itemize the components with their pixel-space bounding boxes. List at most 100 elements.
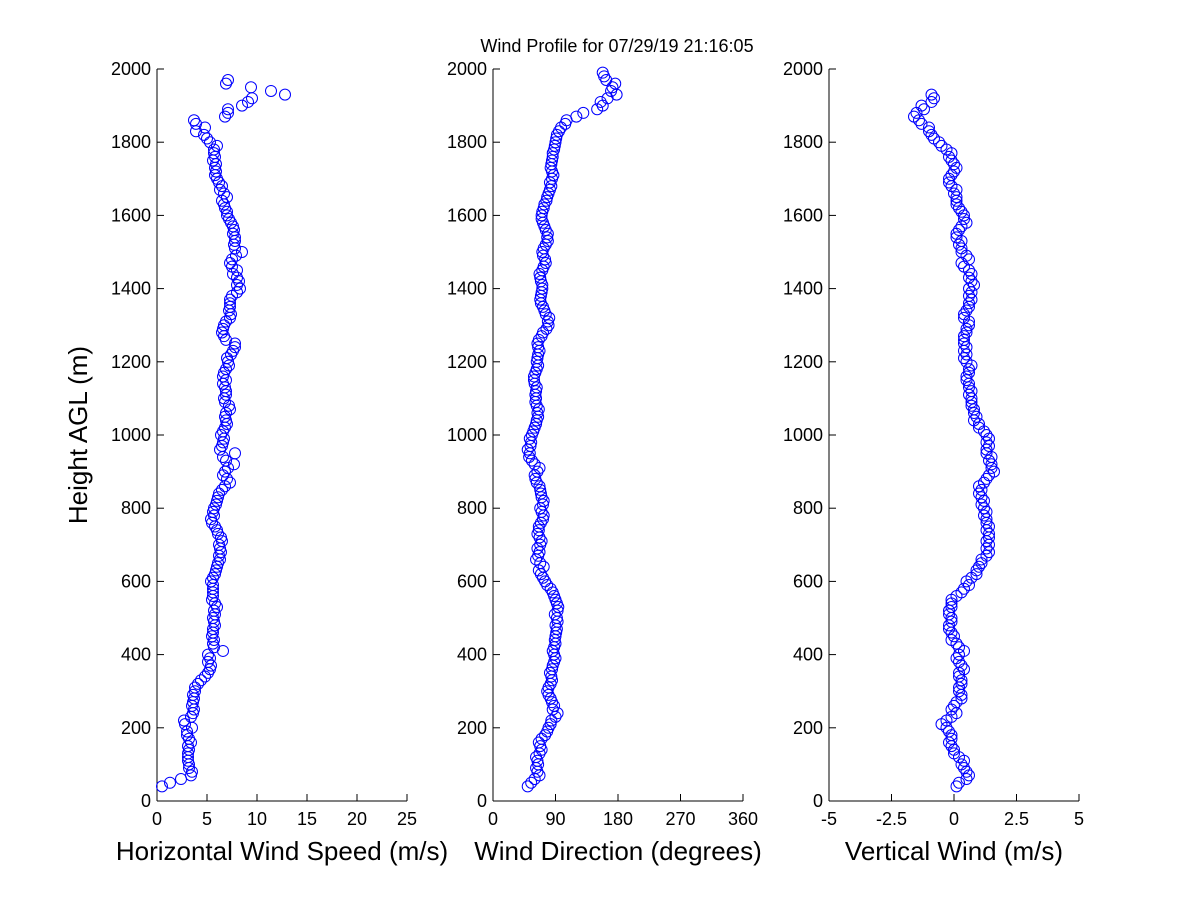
vertical-data-point [980, 436, 993, 449]
vertical-data-point [915, 117, 928, 130]
vertical-data-point [968, 403, 980, 416]
vertical-y-tick-label: 1400 [783, 279, 823, 299]
speed-y-tick-label: 1200 [111, 352, 151, 372]
speed-data-point [205, 513, 217, 526]
vertical-data-point [965, 293, 978, 306]
direction-data-point [549, 136, 562, 149]
direction-y-tick-label: 2000 [447, 59, 487, 79]
vertical-data-point [953, 202, 965, 215]
direction-data-point [533, 267, 546, 280]
vertical-data-point [963, 579, 975, 592]
vertical-wind-axis-label: Vertical Wind (m/s) [845, 836, 1063, 866]
vertical-data-point [980, 472, 993, 485]
speed-data-point [208, 143, 220, 156]
vertical-data-point [980, 513, 993, 526]
direction-y-tick-label: 0 [477, 791, 487, 811]
direction-x-tick-label: 180 [603, 809, 633, 829]
speed-data-point [178, 714, 190, 727]
vertical-data-point [955, 692, 968, 705]
speed-x-tick-label: 25 [397, 809, 417, 829]
vertical-data-point [963, 381, 975, 394]
direction-data-point [596, 66, 609, 79]
vertical-data-point [960, 322, 973, 335]
vertical-data-point [925, 128, 938, 141]
vertical-data-point [983, 546, 995, 559]
speed-data-point [224, 297, 236, 310]
vertical-y-tick-label: 200 [793, 718, 823, 738]
vertical-data-point [980, 542, 993, 555]
vertical-y-tick-label: 800 [793, 498, 823, 518]
vertical-data-point [918, 103, 930, 116]
direction-y-tick-label: 400 [457, 645, 487, 665]
speed-x-tick-label: 10 [247, 809, 267, 829]
speed-x-tick-label: 15 [297, 809, 317, 829]
wind-direction-axis-label: Wind Direction (degrees) [474, 836, 762, 866]
vertical-x-tick-label: 0 [949, 809, 959, 829]
direction-data-point [537, 560, 550, 573]
vertical-y-tick-label: 2000 [783, 59, 823, 79]
vertical-data-point [948, 747, 960, 760]
speed-y-tick-label: 0 [141, 791, 151, 811]
vertical-data-point [983, 520, 995, 533]
vertical-y-tick-label: 0 [813, 791, 823, 811]
vertical-data-point [955, 586, 968, 599]
speed-data-point [221, 352, 233, 365]
vertical-data-point [958, 213, 970, 226]
speed-data-point [218, 187, 230, 200]
vertical-y-tick-label: 1200 [783, 352, 823, 372]
direction-data-point [527, 374, 540, 387]
direction-y-tick-label: 1000 [447, 425, 487, 445]
vertical-data-point [950, 780, 963, 793]
speed-data-point [224, 476, 236, 489]
vertical-data-point [943, 604, 955, 617]
speed-y-tick-label: 1400 [111, 279, 151, 299]
direction-data-point [534, 483, 547, 496]
direction-data-point [532, 341, 545, 354]
direction-data-point [525, 776, 538, 789]
direction-data-point [594, 95, 607, 108]
vertical-data-point [963, 297, 975, 310]
direction-data-point [521, 780, 534, 793]
direction-data-point [550, 132, 563, 145]
vertical-y-tick-label: 1600 [783, 205, 823, 225]
vertical-data-point [960, 355, 973, 368]
vertical-x-tick-label: 2.5 [1004, 809, 1029, 829]
direction-data-point [539, 256, 552, 269]
speed-data-point [229, 447, 241, 460]
direction-data-point [532, 736, 545, 749]
direction-data-point [537, 249, 549, 262]
vertical-data-point [973, 560, 985, 573]
direction-data-point [537, 513, 549, 526]
vertical-data-point [943, 622, 955, 635]
speed-y-tick-label: 2000 [111, 59, 151, 79]
direction-data-point [532, 524, 545, 537]
speed-data-point [227, 267, 239, 280]
speed-data-point [221, 191, 233, 204]
vertical-data-point [960, 370, 973, 383]
speed-x-tick-label: 5 [202, 809, 212, 829]
speed-data-point [202, 648, 214, 661]
vertical-data-point [973, 487, 985, 500]
vertical-data-point [963, 253, 975, 266]
vertical-data-point [975, 498, 988, 511]
vertical-data-point [965, 385, 978, 398]
vertical-data-point [945, 633, 958, 646]
vertical-data-point [975, 483, 988, 496]
vertical-data-point [953, 685, 965, 698]
speed-data-point [219, 110, 231, 123]
vertical-data-point [953, 655, 965, 668]
direction-data-point [529, 472, 542, 485]
vertical-data-point [943, 150, 955, 163]
speed-data-point [215, 531, 227, 544]
speed-y-tick-label: 1000 [111, 425, 151, 445]
speed-data-point [236, 246, 248, 258]
direction-data-point [577, 106, 590, 119]
vertical-data-point [945, 732, 958, 745]
vertical-y-tick-label: 1800 [783, 132, 823, 152]
vertical-data-point [968, 407, 980, 420]
speed-data-point [189, 681, 201, 694]
speed-data-point [242, 95, 254, 108]
vertical-data-point [980, 443, 993, 456]
direction-y-tick-label: 800 [457, 498, 487, 518]
direction-data-point [535, 209, 548, 222]
